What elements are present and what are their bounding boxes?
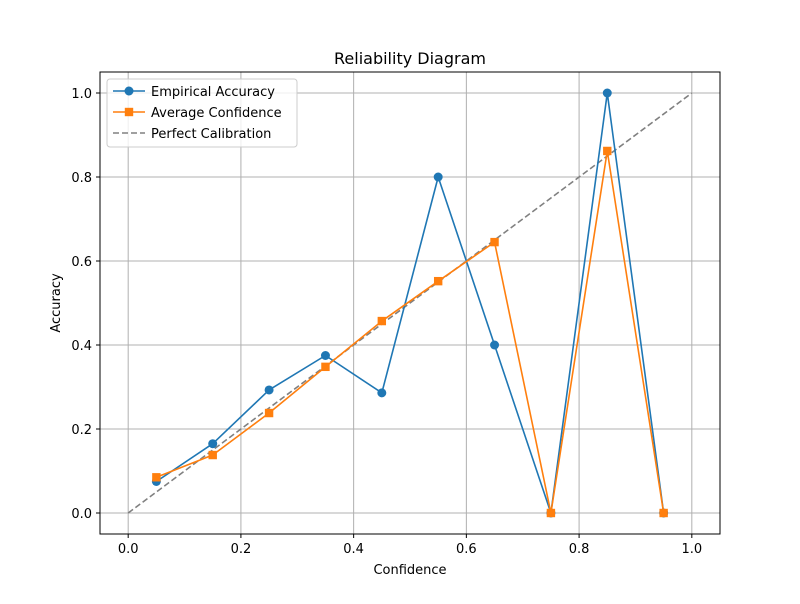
plot-area-frame — [99, 71, 721, 535]
confidence-point — [152, 473, 161, 482]
series-line — [155, 92, 665, 514]
accuracy-point — [264, 385, 274, 395]
legend-label: Average Confidence — [151, 106, 282, 121]
accuracy-point — [433, 172, 443, 182]
x-tick-label: 0.2 — [231, 542, 252, 557]
x-tick-label: 0.4 — [343, 542, 364, 557]
series-line — [156, 150, 665, 514]
confidence-point — [603, 146, 612, 156]
accuracy-point — [377, 388, 387, 398]
accuracy-point — [490, 340, 500, 350]
legend: Empirical Accuracy Average Confidence Perf… — [106, 78, 298, 148]
y-axis-label: Accuracy — [49, 273, 64, 333]
axis-ticks: 0.0 0.2 0.4 0.6 0.8 1.0 0.0 0.2 0.4 0.6 0.8 1.0 — [71, 87, 702, 557]
y-tick-label: 0.8 — [71, 171, 92, 186]
accuracy-point — [208, 439, 218, 449]
confidence-point — [546, 508, 556, 518]
series-layer — [127, 88, 693, 518]
x-tick-label: 0.8 — [569, 542, 590, 557]
y-tick-label: 0.6 — [71, 255, 92, 270]
accuracy-point — [602, 88, 612, 98]
confidence-point — [264, 408, 274, 418]
legend-label: Perfect Calibration — [151, 127, 271, 142]
legend-box — [106, 78, 298, 148]
y-tick-label: 0.2 — [71, 423, 92, 438]
y-tick-label: 0.0 — [71, 507, 92, 522]
legend-label: Empirical Accuracy — [151, 85, 275, 100]
confidence-point — [377, 316, 387, 326]
legend-swatch-marker — [124, 107, 134, 117]
accuracy-point — [320, 351, 330, 360]
x-tick-label: 0.6 — [456, 542, 477, 557]
chart-title: Reliability Diagram — [334, 49, 486, 68]
confidence-point — [321, 362, 330, 372]
confidence-point — [659, 508, 668, 518]
x-axis-label: Confidence — [373, 563, 446, 578]
confidence-point — [490, 237, 499, 247]
x-tick-label: 1.0 — [681, 542, 702, 557]
legend-swatch-marker — [124, 86, 134, 96]
y-tick-label: 0.4 — [71, 339, 92, 354]
grid-lines — [100, 72, 720, 534]
confidence-point — [433, 276, 443, 286]
y-tick-label: 1.0 — [71, 87, 92, 102]
x-tick-label: 0.0 — [118, 542, 139, 557]
confidence-point — [208, 450, 217, 460]
